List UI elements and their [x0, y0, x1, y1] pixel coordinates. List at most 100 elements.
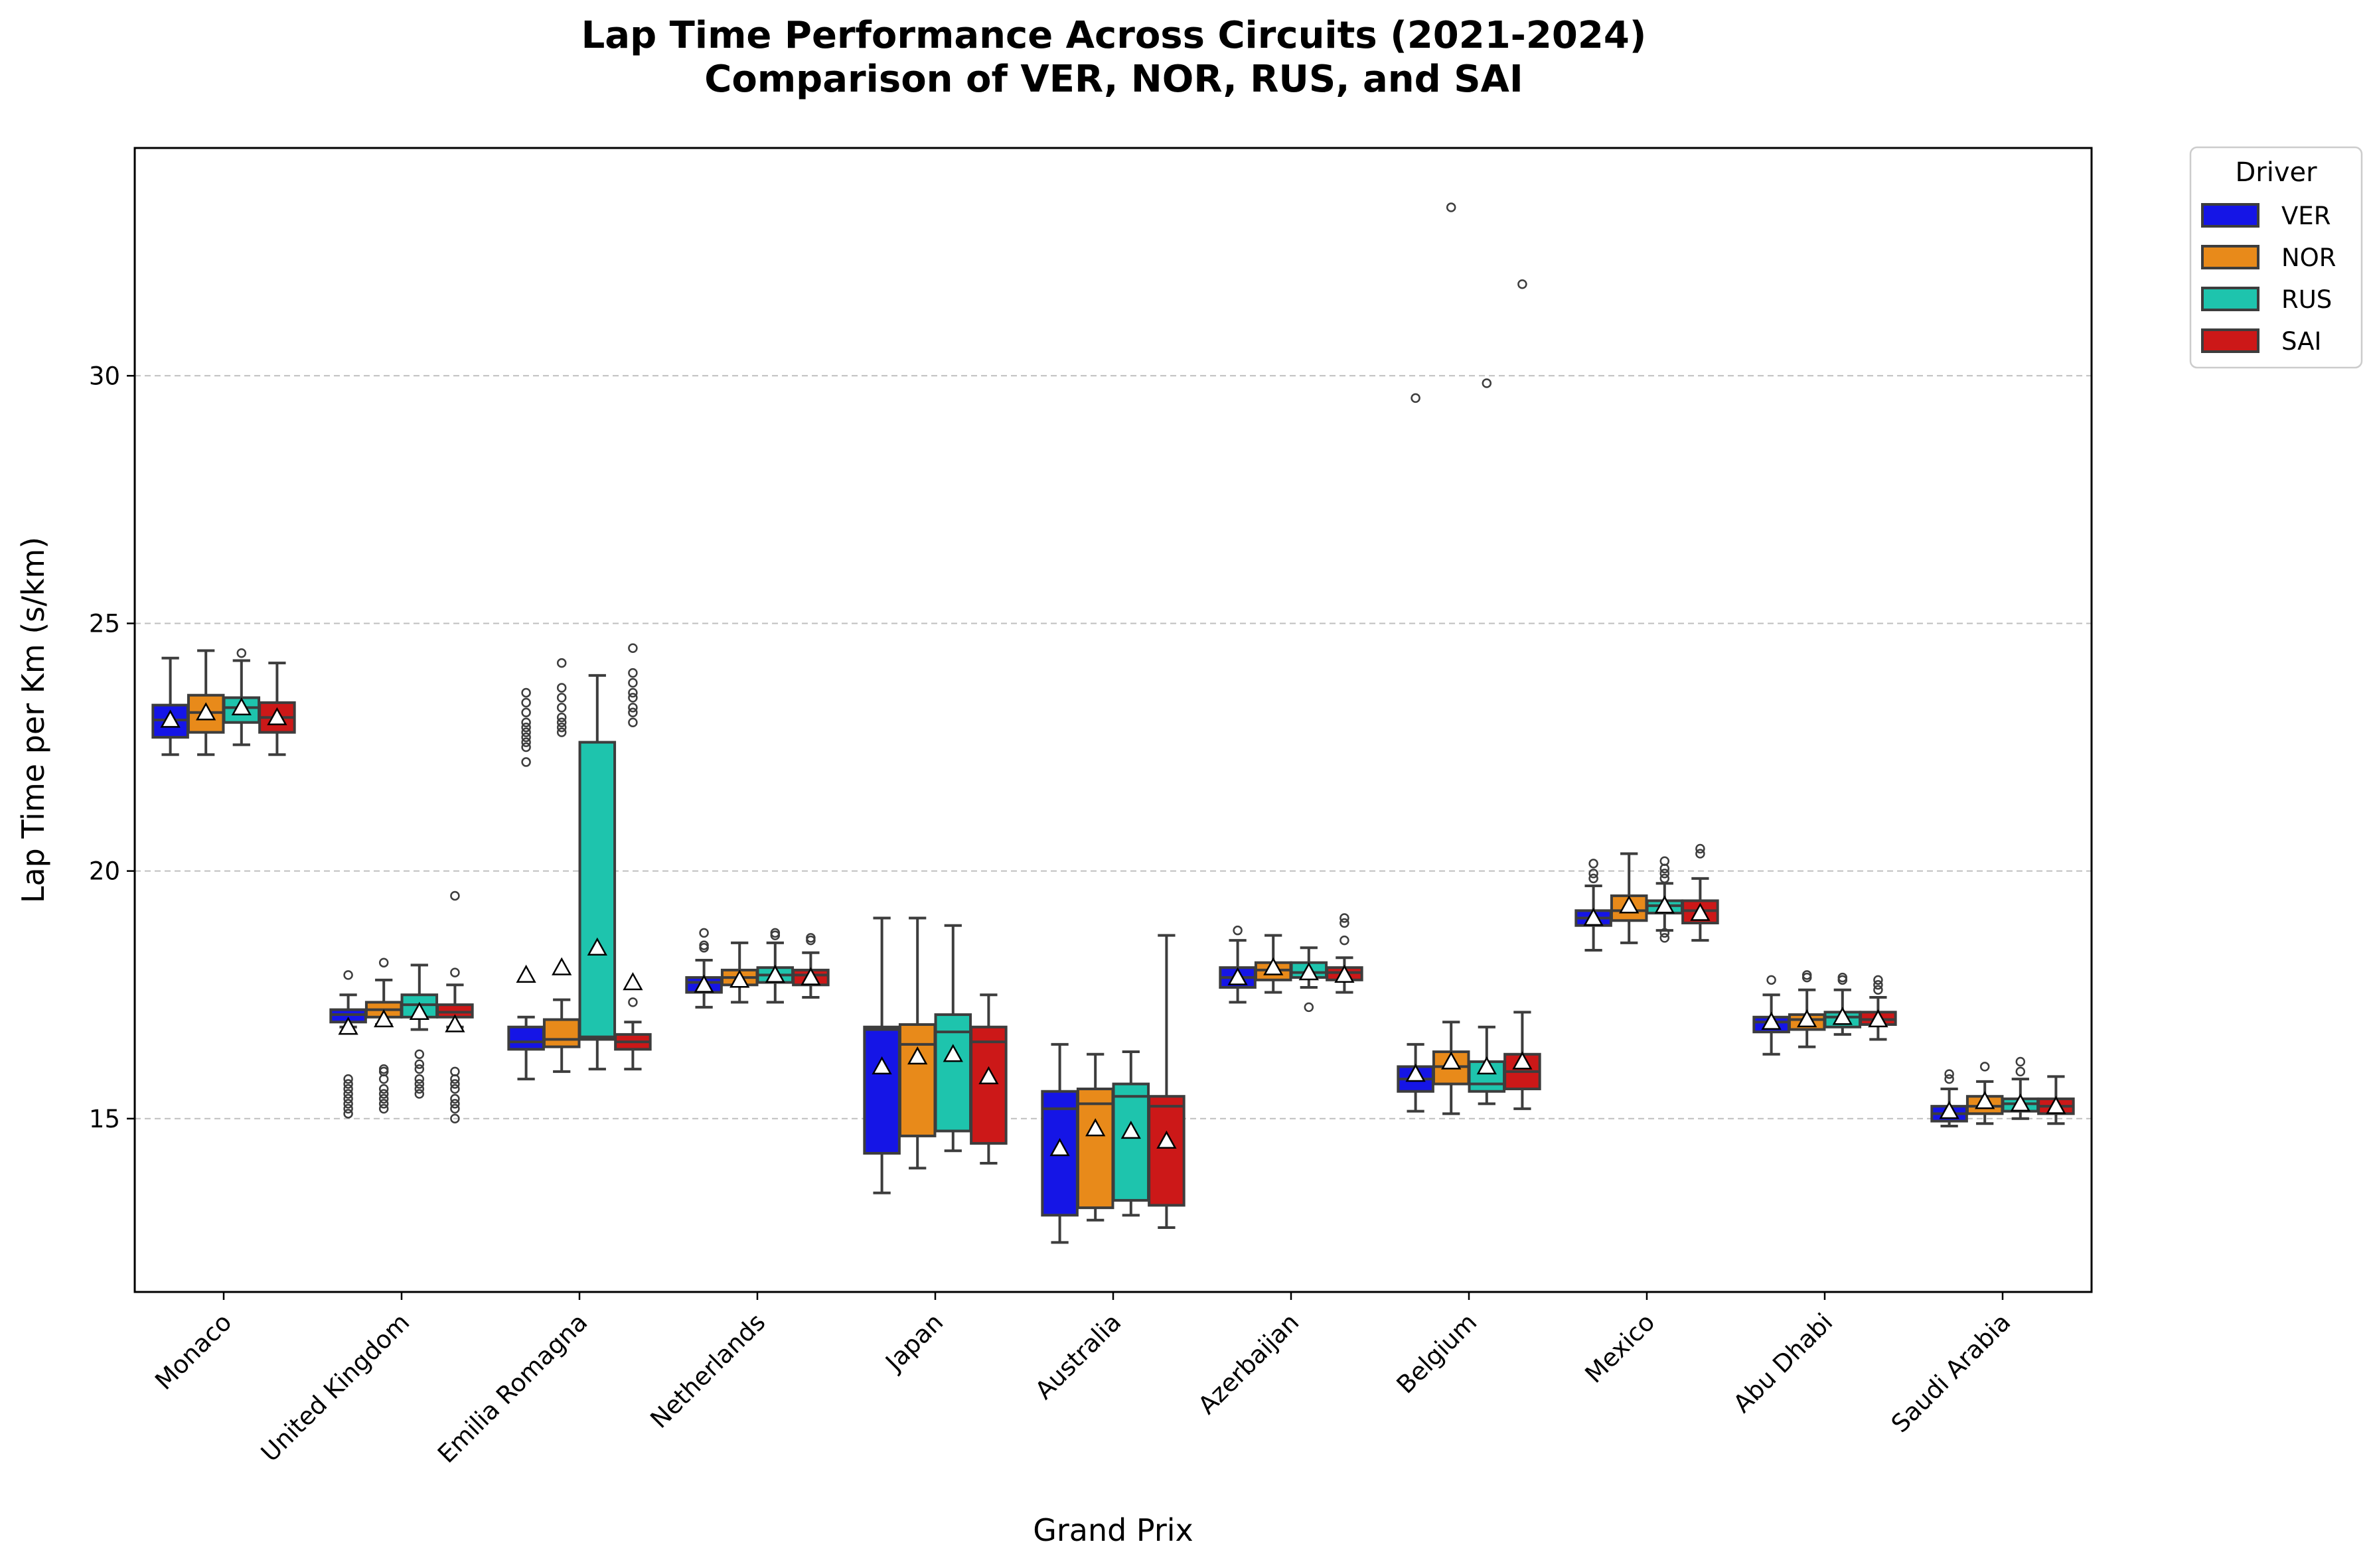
- mean-marker: [1227, 967, 1248, 985]
- outlier-point: [521, 757, 531, 767]
- box-SAI-japan: [970, 993, 1008, 1165]
- x-tick-label: Netherlands: [645, 1308, 771, 1434]
- x-tick-label: Belgium: [1391, 1308, 1483, 1399]
- box-RUS-mexico: [1645, 856, 1684, 943]
- legend: Driver VER NOR RUS SAI: [2189, 146, 2363, 369]
- y-tick-label: 20: [89, 857, 120, 886]
- box-RUS-united-kingdom: [400, 963, 439, 1099]
- outlier-point: [2015, 1056, 2026, 1067]
- outlier-point: [628, 643, 638, 654]
- x-tick-label: Mexico: [1580, 1308, 1661, 1389]
- outlier-point: [343, 1104, 353, 1114]
- box-VER-monaco: [151, 656, 189, 756]
- mean-marker: [694, 974, 714, 993]
- mean-marker: [623, 971, 643, 991]
- box-SAI-saudi-arabia: [2037, 1075, 2075, 1125]
- y-tick-label: 30: [89, 362, 120, 390]
- box-VER-saudi-arabia: [1930, 1069, 1968, 1127]
- mean-marker: [409, 1001, 429, 1020]
- outlier-point: [378, 1084, 389, 1094]
- mean-marker: [552, 957, 572, 975]
- outlier-point: [1659, 933, 1670, 943]
- box-SAI-belgium: [1503, 279, 1541, 1110]
- outlier-point: [414, 1049, 425, 1060]
- outlier-point: [378, 1104, 389, 1114]
- outlier-point: [378, 1099, 389, 1109]
- box-NOR-emilia-romagna: [542, 658, 581, 1073]
- box-NOR-japan: [898, 916, 937, 1170]
- outlier-point: [378, 1064, 389, 1074]
- outlier-point: [1588, 873, 1598, 884]
- mean-marker: [1619, 895, 1640, 914]
- outlier-point: [343, 1074, 353, 1084]
- outlier-point: [1944, 1074, 1954, 1084]
- outlier-point: [556, 727, 567, 737]
- outlier-point: [806, 933, 816, 943]
- outlier-point: [343, 1109, 353, 1119]
- x-tick-label: Japan: [880, 1308, 949, 1378]
- mean-marker: [1939, 1101, 1959, 1119]
- box-SAI-abu-dhabi: [1859, 975, 1897, 1041]
- box-RUS-abu-dhabi: [1823, 972, 1862, 1036]
- outlier-point: [1339, 935, 1349, 946]
- mean-marker: [445, 1014, 465, 1033]
- mean-marker: [374, 1009, 394, 1028]
- box-SAI-netherlands: [792, 933, 830, 999]
- legend-swatch: [2201, 245, 2259, 269]
- mean-marker: [1049, 1137, 1070, 1157]
- outlier-point: [628, 703, 638, 713]
- legend-item-sai: SAI: [2201, 327, 2321, 356]
- box-SAI-australia: [1148, 934, 1186, 1229]
- mean-marker: [1832, 1007, 1853, 1025]
- outlier-point: [450, 1099, 460, 1109]
- mean-marker: [978, 1066, 999, 1085]
- outlier-point: [343, 970, 353, 980]
- legend-item-rus: RUS: [2201, 285, 2332, 314]
- outlier-point: [1659, 873, 1670, 884]
- box-VER-mexico: [1574, 859, 1612, 952]
- outlier-point: [1766, 975, 1776, 985]
- box-NOR-australia: [1076, 1052, 1114, 1222]
- outlier-point: [521, 732, 531, 743]
- y-axis-label: Lap Time per Km (s/km): [15, 537, 51, 903]
- outlier-point: [628, 997, 638, 1007]
- outlier-point: [450, 1066, 460, 1077]
- mean-marker: [907, 1046, 928, 1065]
- outlier-point: [1873, 975, 1883, 985]
- box-VER-japan: [863, 916, 901, 1194]
- outlier-point: [1979, 1062, 1990, 1072]
- box-NOR-saudi-arabia: [1965, 1062, 2004, 1125]
- outlier-point: [1339, 913, 1349, 923]
- box-RUS-belgium: [1468, 378, 1506, 1105]
- box-SAI-monaco: [258, 662, 296, 756]
- outlier-point: [414, 1064, 425, 1074]
- box-VER-netherlands: [685, 928, 723, 1009]
- box-groups: [151, 202, 2075, 1244]
- box-NOR-belgium: [1432, 202, 1470, 1115]
- box-VER-australia: [1041, 1042, 1079, 1244]
- legend-item-ver: VER: [2201, 202, 2331, 230]
- legend-swatch: [2201, 203, 2259, 228]
- outlier-point: [556, 703, 567, 713]
- outlier-point: [556, 683, 567, 693]
- x-tick-label: Saudi Arabia: [1886, 1308, 2016, 1438]
- outlier-point: [1411, 393, 1420, 403]
- mean-marker: [1334, 964, 1355, 983]
- outlier-point: [1659, 869, 1670, 879]
- mean-marker: [872, 1056, 892, 1075]
- outlier-point: [414, 1059, 425, 1069]
- box-iqr: [898, 1023, 937, 1137]
- outlier-point: [521, 687, 531, 698]
- outlier-point: [699, 940, 709, 950]
- chart-subtitle: Comparison of VER, NOR, RUS, and SAI: [704, 58, 1523, 101]
- x-axis-label: Grand Prix: [1033, 1512, 1193, 1548]
- box-NOR-netherlands: [720, 941, 759, 1004]
- outlier-point: [450, 967, 460, 977]
- box-RUS-saudi-arabia: [2001, 1056, 2040, 1120]
- outlier-point: [343, 1099, 353, 1109]
- mean-marker: [587, 937, 607, 956]
- box-RUS-japan: [934, 924, 972, 1153]
- outlier-point: [1659, 856, 1670, 866]
- x-tick-label: Emilia Romagna: [432, 1308, 593, 1468]
- outlier-point: [521, 722, 531, 733]
